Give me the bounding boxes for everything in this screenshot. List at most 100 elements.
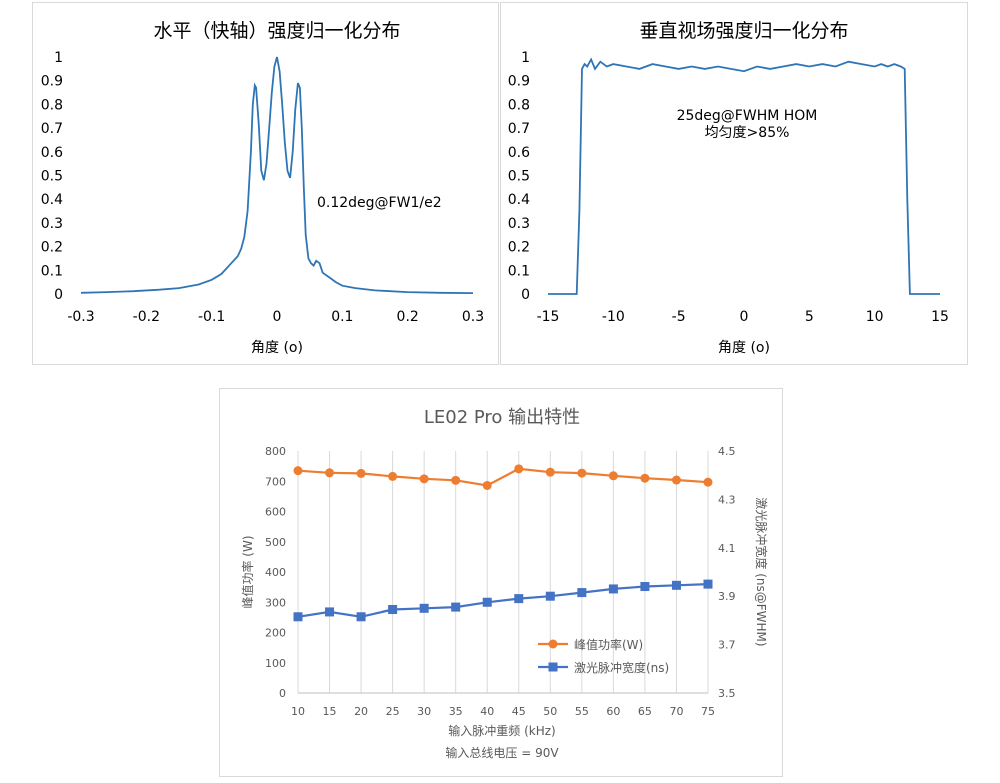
- x-tick-label: 35: [449, 705, 463, 718]
- y-tick-label: 0.7: [41, 121, 63, 137]
- data-point-pulse-width: [671, 580, 681, 590]
- x-tick-label: 45: [512, 705, 526, 718]
- y-tick-label: 300: [265, 596, 286, 609]
- vertical-profile-chart: 垂直视场强度归一化分布 0 0.1 0.2 0.3 0.4 0.5 0.6 0.7 0.8 0.9 1…: [500, 2, 968, 365]
- x-tick-label: 0.3: [462, 309, 484, 325]
- data-point-power: [514, 464, 524, 474]
- x-tick-label: 10: [291, 705, 305, 718]
- annotation-text: 均匀度>85%: [705, 125, 790, 141]
- x-tick-label: 0.1: [331, 309, 353, 325]
- annotation-text: 0.12deg@FW1/e2: [317, 195, 442, 211]
- data-point-power: [671, 475, 681, 485]
- y-tick-label: 0.1: [508, 263, 530, 279]
- profile-line: [548, 57, 940, 295]
- x-tick-label: -0.3: [67, 309, 94, 325]
- x-tick-label: 25: [386, 705, 400, 718]
- x-tick-label: 20: [354, 705, 368, 718]
- data-point-pulse-width: [640, 582, 650, 592]
- y-tick-label: 600: [265, 506, 286, 519]
- y2-tick-label: 3.5: [718, 687, 736, 700]
- y-tick-label: 0: [279, 687, 286, 700]
- chart-title: LE02 Pro 输出特性: [424, 407, 580, 428]
- data-point-pulse-width: [545, 591, 555, 601]
- data-point-power: [608, 471, 618, 481]
- x-tick-label: 75: [701, 705, 715, 718]
- x-axis-label: 输入总线电压 = 90V: [445, 745, 559, 760]
- y-tick-label: 0.6: [41, 145, 63, 161]
- x-axis-label: 角度 (o): [718, 340, 770, 356]
- y-tick-label: 0.2: [508, 240, 530, 256]
- data-point-pulse-width: [451, 602, 461, 612]
- x-tick-label: 70: [669, 705, 683, 718]
- horizontal-profile-svg: 水平（快轴）强度归一化分布 0 0.1 0.2 0.3 0.4 0.5 0.6 0.7 0.8 0.…: [41, 20, 484, 356]
- data-point-pulse-width: [482, 597, 492, 607]
- y-tick-label: 0.3: [508, 216, 530, 232]
- data-point-power: [388, 471, 398, 481]
- data-point-pulse-width: [356, 612, 366, 622]
- y-tick-label: 0.6: [508, 145, 530, 161]
- series-line: [297, 467, 709, 487]
- chart-title: 水平（快轴）强度归一化分布: [153, 20, 400, 42]
- y-tick-label: 0.7: [508, 121, 530, 137]
- horizontal-profile-chart: 水平（快轴）强度归一化分布 0 0.1 0.2 0.3 0.4 0.5 0.6 0.7 0.8 0.…: [32, 2, 499, 365]
- annotation-text: 25deg@FWHM HOM: [677, 108, 818, 124]
- output-characteristics-svg: LE02 Pro 输出特性 0 100 200 300 400 500 600 700 800 3.…: [240, 407, 769, 760]
- data-point-pulse-width: [388, 605, 398, 615]
- y-axis-label: 峰值功率 (W): [240, 535, 255, 608]
- y-tick-label: 0.1: [41, 263, 63, 279]
- data-point-pulse-width: [325, 607, 335, 617]
- y-tick-label: 0.9: [508, 74, 530, 90]
- y-tick-label: 700: [265, 475, 286, 488]
- x-tick-label: 40: [480, 705, 494, 718]
- y2-tick-label: 4.5: [718, 445, 736, 458]
- output-characteristics-chart: LE02 Pro 输出特性 0 100 200 300 400 500 600 700 800 3.…: [219, 388, 783, 777]
- data-point-power: [293, 466, 303, 476]
- y2-tick-label: 4.1: [718, 542, 736, 555]
- y2-tick-label: 3.9: [718, 590, 736, 603]
- y2-axis-label: 激光脉冲宽度 (ns@FWHM): [754, 497, 769, 646]
- y-tick-label: 0.4: [508, 192, 530, 208]
- data-point-pulse-width: [608, 584, 618, 594]
- data-point-pulse-width: [514, 594, 524, 604]
- x-axis-label: 角度 (o): [251, 340, 303, 356]
- x-tick-label: -0.1: [198, 309, 225, 325]
- data-point-power: [640, 473, 650, 483]
- y-tick-label: 0.9: [41, 74, 63, 90]
- data-point-power: [577, 468, 587, 478]
- vertical-profile-svg: 垂直视场强度归一化分布 0 0.1 0.2 0.3 0.4 0.5 0.6 0.7 0.8 0.9 1…: [508, 20, 949, 356]
- x-tick-label: -0.2: [133, 309, 160, 325]
- legend-label: 激光脉冲宽度(ns): [574, 660, 669, 675]
- x-tick-label: 30: [417, 705, 431, 718]
- y-tick-label: 0.5: [41, 169, 63, 185]
- y-tick-label: 0.3: [41, 216, 63, 232]
- data-point-power: [419, 474, 429, 484]
- y-tick-label: 800: [265, 445, 286, 458]
- y-tick-label: 200: [265, 627, 286, 640]
- y-tick-label: 0.8: [41, 97, 63, 113]
- y-tick-label: 0: [521, 287, 530, 303]
- legend-marker: [548, 639, 558, 649]
- y-tick-label: 400: [265, 566, 286, 579]
- x-axis-label: 输入脉冲重频 (kHz): [448, 723, 555, 738]
- legend-marker: [548, 662, 558, 672]
- profile-line: [80, 56, 474, 294]
- data-point-power: [482, 480, 492, 490]
- data-point-power: [703, 477, 713, 487]
- data-point-power: [325, 468, 335, 478]
- x-tick-label: 0: [740, 309, 749, 325]
- x-tick-label: 5: [805, 309, 814, 325]
- x-tick-label: -5: [672, 309, 686, 325]
- data-point-power: [545, 467, 555, 477]
- data-point-power: [451, 475, 461, 485]
- y-tick-label: 1: [54, 50, 63, 66]
- x-tick-label: -10: [602, 309, 625, 325]
- data-point-pulse-width: [577, 588, 587, 598]
- data-point-pulse-width: [703, 579, 713, 589]
- y2-tick-label: 3.7: [718, 639, 736, 652]
- data-point-pulse-width: [419, 603, 429, 613]
- y-tick-label: 1: [521, 50, 530, 66]
- data-point-power: [356, 468, 366, 478]
- x-tick-label: -15: [537, 309, 560, 325]
- data-point-pulse-width: [293, 612, 303, 622]
- y2-tick-label: 4.3: [718, 493, 736, 506]
